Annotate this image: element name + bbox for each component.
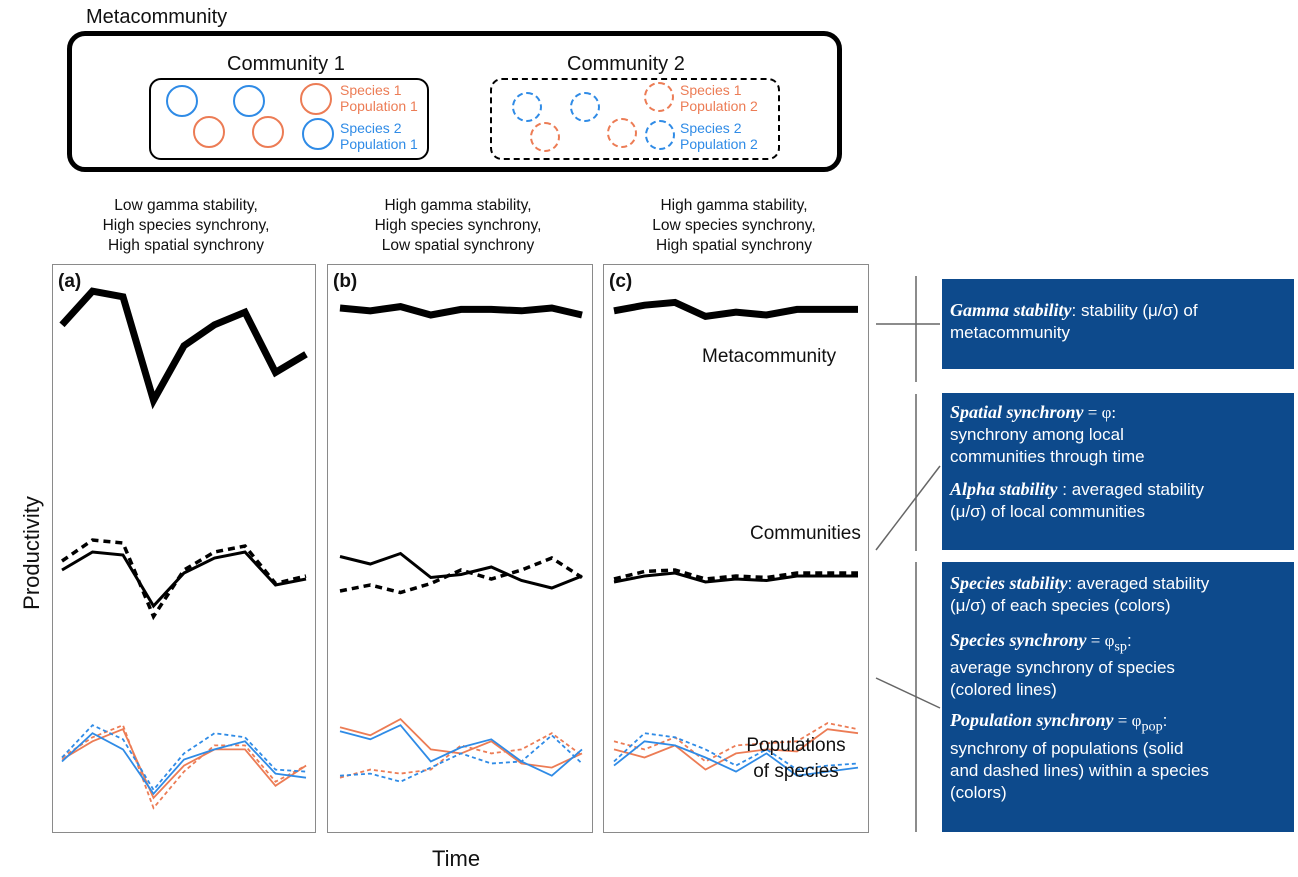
- panel-a-sp1-dash-line: [61, 724, 307, 810]
- species-2-individual: [645, 120, 675, 150]
- alpha-text-2: (μ/σ) of local communities: [950, 502, 1146, 521]
- species-2-individual: [512, 92, 542, 122]
- community-2-box: [490, 78, 780, 160]
- species-sync-text-1: average synchrony of species: [950, 658, 1175, 678]
- species-1-individual: [607, 118, 637, 148]
- alpha-text: : averaged stability: [1057, 480, 1204, 499]
- spatial-text-1: synchrony among local: [950, 425, 1124, 444]
- species-2-individual: [166, 85, 198, 117]
- metacommunity-box: [67, 31, 842, 172]
- panel-b-sp2-solid-line: [339, 724, 583, 777]
- panel-b-description: High gamma stability, High species synchr…: [374, 197, 542, 254]
- pop-sync-text-2: and dashed lines) within a species: [950, 760, 1209, 780]
- species-1-individual: [530, 122, 560, 152]
- pop-sync-sub: pop: [1141, 718, 1163, 735]
- panel-b-sp2-dash-line: [339, 734, 583, 783]
- populations-series-label: Populations of species: [746, 735, 846, 782]
- spatial-alpha-box: Spatial synchrony = φ: synchrony among l…: [942, 393, 1294, 550]
- pop-sync-text-3: (colors): [950, 782, 1007, 802]
- community-2-species-1-label: Species 1 Population 2: [680, 82, 758, 114]
- panel-a-comm-solid-line: [61, 550, 307, 609]
- panel-a: [52, 264, 316, 833]
- communities-series-label: Communities: [750, 523, 861, 544]
- panel-b: [327, 264, 593, 833]
- community-1-species-1-label: Species 1 Population 1: [340, 82, 418, 114]
- species-stab-text: : averaged stability: [1067, 574, 1210, 593]
- panel-c-sp1-solid-line: [613, 728, 859, 771]
- metacommunity-series-label: Metacommunity: [702, 346, 837, 367]
- panel-c-meta-line: [613, 298, 858, 321]
- panel-c-sp1-dash-line: [613, 722, 859, 763]
- community-1-box: [149, 78, 429, 160]
- panel-c-sp2-solid-line: [613, 740, 859, 777]
- metacommunity-title: Metacommunity: [86, 6, 228, 28]
- panel-c-letter: (c): [609, 271, 633, 292]
- species-2-individual: [233, 85, 265, 117]
- species-population-box: Species stability: averaged stability (μ…: [942, 562, 1294, 832]
- pop-sync-text-1: synchrony of populations (solid: [950, 738, 1184, 758]
- panel-a-meta-line: [59, 287, 308, 410]
- species-2-individual: [302, 118, 334, 150]
- species-1-individual: [644, 82, 674, 112]
- species-sync-colon: :: [1127, 631, 1132, 650]
- spatial-text-2: communities through time: [950, 447, 1145, 466]
- panel-c-sp2-dash-line: [613, 732, 859, 771]
- alpha-stability-term: Alpha stability: [950, 479, 1058, 499]
- species-sync-sub: sp: [1114, 638, 1127, 655]
- population-synchrony-term: Population synchrony: [950, 710, 1114, 731]
- species-sync-text-2: (colored lines): [950, 680, 1057, 700]
- panel-a-sp1-solid-line: [61, 728, 307, 800]
- panel-a-sp2-solid-line: [61, 732, 307, 796]
- panel-a-letter: (a): [58, 271, 82, 292]
- panel-a-sp2-dash-line: [61, 724, 307, 792]
- panel-c-comm-solid-line: [613, 571, 858, 584]
- panel-c-comm-dash-line: [613, 568, 858, 581]
- species-synchrony-term: Species synchrony: [950, 630, 1087, 650]
- community-2-title: Community 2: [567, 53, 685, 75]
- panel-c-description: High gamma stability, Low species synchro…: [652, 197, 816, 254]
- panel-c: [603, 264, 869, 833]
- gamma-text: : stability (μ/σ) of: [1071, 301, 1198, 320]
- gamma-text-2: metacommunity: [950, 323, 1070, 342]
- pop-sync-eq: = φ: [1113, 711, 1142, 731]
- species-sync-eq: = φ: [1086, 631, 1115, 650]
- pop-sync-colon: :: [1162, 711, 1168, 731]
- species-1-individual: [252, 116, 284, 148]
- species-stab-text-2: (μ/σ) of each species (colors): [950, 596, 1171, 615]
- species-1-individual: [193, 116, 225, 148]
- x-axis-label: Time: [432, 846, 481, 871]
- species-stability-term: Species stability: [950, 573, 1068, 593]
- spatial-synchrony-term: Spatial synchrony: [950, 402, 1084, 422]
- panel-b-letter: (b): [333, 271, 358, 292]
- gamma-stability-box: Gamma stability: stability (μ/σ) of meta…: [942, 279, 1294, 369]
- panel-b-comm-solid-line: [339, 551, 583, 590]
- community-1-title: Community 1: [227, 53, 345, 75]
- gamma-stability-term: Gamma stability: [950, 300, 1072, 320]
- panel-a-description: Low gamma stability, High species synchro…: [102, 197, 270, 254]
- panel-b-comm-dash-line: [339, 556, 583, 595]
- species-2-individual: [570, 92, 600, 122]
- community-2-species-2-label: Species 2 Population 2: [680, 120, 758, 152]
- panel-a-comm-dash-line: [61, 538, 307, 621]
- community-1-species-2-label: Species 2 Population 1: [340, 120, 418, 152]
- spatial-eq: = φ:: [1083, 403, 1117, 422]
- panel-b-meta-line: [339, 303, 583, 319]
- species-1-individual: [300, 83, 332, 115]
